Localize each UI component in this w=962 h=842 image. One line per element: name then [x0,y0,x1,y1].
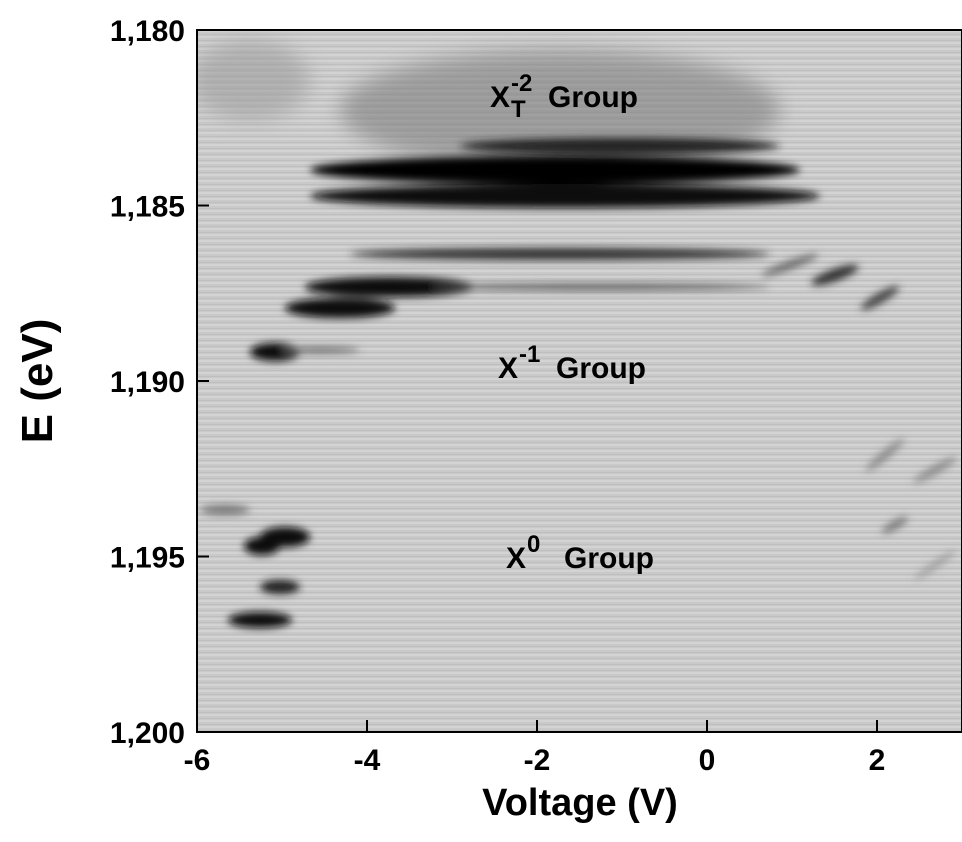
x-tick-label: -2 [524,744,551,777]
x-tick-label: 2 [869,744,886,777]
annotation-text: Group [556,352,646,385]
annotation-sup: 0 [527,531,540,558]
x-tick-label: 0 [699,744,716,777]
annotation-text: Group [548,81,638,114]
y-tick-label: 1,185 [110,191,185,224]
annotation-base: X [490,81,510,114]
y-axis-label: E (eV) [13,319,62,444]
y-tick-label: 1,180 [110,15,185,48]
y-tick-label: 1,195 [110,542,185,575]
annotation: X -1 Group [498,341,646,385]
annotation-sup: -1 [519,341,540,368]
annotation-base: X [506,542,526,575]
y-tick-label: 1,200 [110,717,185,750]
x-tick-label: -6 [184,744,211,777]
annotation-sub: T [511,96,526,123]
x-axis-label: Voltage (V) [482,782,678,824]
annotation-base: X [498,352,518,385]
x-tick-label: -4 [354,744,381,777]
y-tick-label: 1,190 [110,366,185,399]
annotation: X 0 Group [506,531,654,575]
annotation-sup: -2 [511,70,532,97]
annotation-text: Group [564,542,654,575]
annotation: X -2T Group [490,70,638,123]
intensity-map [197,30,962,732]
